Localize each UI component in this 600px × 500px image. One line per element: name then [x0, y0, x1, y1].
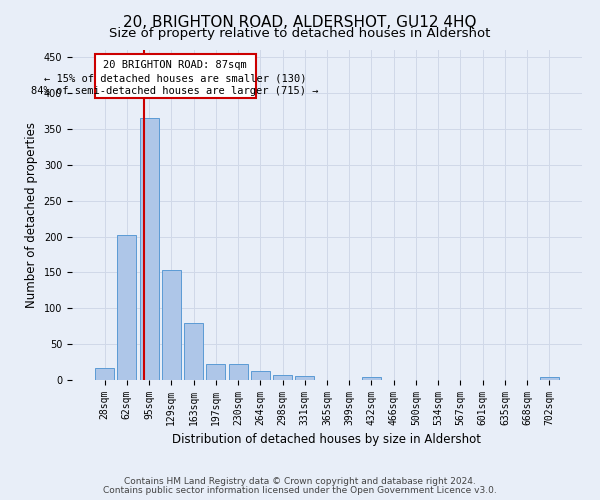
Text: 84% of semi-detached houses are larger (715) →: 84% of semi-detached houses are larger (…: [31, 86, 319, 96]
Text: ← 15% of detached houses are smaller (130): ← 15% of detached houses are smaller (13…: [44, 73, 307, 83]
Text: Contains public sector information licensed under the Open Government Licence v3: Contains public sector information licen…: [103, 486, 497, 495]
Text: Contains HM Land Registry data © Crown copyright and database right 2024.: Contains HM Land Registry data © Crown c…: [124, 477, 476, 486]
Bar: [162, 270, 181, 380]
Text: 20, BRIGHTON ROAD, ALDERSHOT, GU12 4HQ: 20, BRIGHTON ROAD, ALDERSHOT, GU12 4HQ: [123, 15, 477, 30]
Bar: [251, 370, 270, 380]
Text: 20 BRIGHTON ROAD: 87sqm: 20 BRIGHTON ROAD: 87sqm: [103, 60, 247, 70]
Bar: [95, 368, 114, 380]
Bar: [295, 376, 314, 380]
Y-axis label: Number of detached properties: Number of detached properties: [25, 122, 38, 308]
Bar: [184, 322, 203, 380]
Bar: [206, 364, 225, 380]
Text: Size of property relative to detached houses in Aldershot: Size of property relative to detached ho…: [109, 28, 491, 40]
Bar: [229, 364, 248, 380]
FancyBboxPatch shape: [95, 54, 256, 98]
Bar: [362, 377, 381, 380]
Bar: [273, 375, 292, 380]
Bar: [540, 377, 559, 380]
Bar: [118, 235, 136, 380]
Bar: [140, 118, 158, 380]
X-axis label: Distribution of detached houses by size in Aldershot: Distribution of detached houses by size …: [173, 434, 482, 446]
